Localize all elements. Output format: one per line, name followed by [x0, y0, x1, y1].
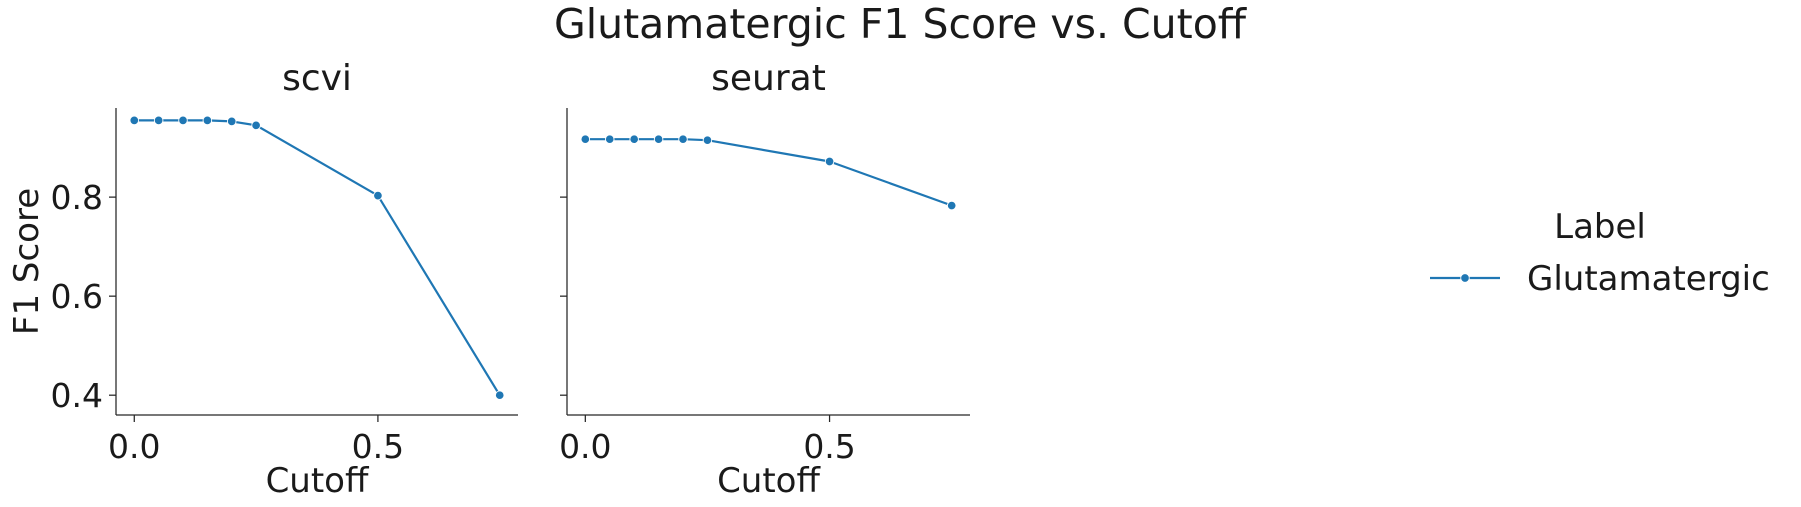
series-line: [134, 119, 501, 396]
y-tick-label: 0.6: [51, 277, 103, 316]
data-point: [678, 134, 688, 144]
data-point: [178, 115, 188, 126]
x-axis-label: Cutoff: [266, 461, 370, 501]
data-point: [153, 115, 164, 126]
data-point: [494, 390, 505, 400]
legend: Label Glutamatergic: [1430, 207, 1770, 299]
x-axis-label: Cutoff: [717, 461, 821, 501]
data-point: [604, 134, 615, 144]
series-line: [585, 138, 953, 207]
data-point: [653, 134, 664, 144]
panel-title: seurat: [711, 58, 826, 99]
x-tick-label: 0.5: [352, 427, 404, 466]
x-tick-label: 0.5: [803, 427, 855, 466]
data-point: [226, 116, 237, 127]
data-point: [946, 200, 957, 211]
data-point: [251, 120, 261, 131]
data-point: [580, 134, 591, 144]
panel-title: scvi: [282, 58, 352, 99]
data-point: [202, 115, 213, 126]
panel-1: scvi 0.0 0.5 0.4 0.6 0.8 Cutoff F1 Score: [7, 58, 518, 501]
legend-label: Glutamatergic: [1527, 259, 1770, 299]
x-tick-label: 0.0: [108, 427, 160, 466]
y-tick-label: 0.8: [51, 178, 103, 217]
legend-item: Glutamatergic: [1430, 259, 1770, 299]
y-axis-label: F1 Score: [7, 188, 47, 335]
data-point: [129, 115, 140, 126]
x-tick-label: 0.0: [559, 427, 611, 466]
data-point: [373, 190, 383, 201]
figure-title: Glutamatergic F1 Score vs. Cutoff: [554, 0, 1248, 48]
legend-title: Label: [1554, 207, 1646, 247]
data-point: [824, 156, 835, 167]
data-point: [702, 135, 713, 145]
legend-marker: [1460, 273, 1470, 283]
y-tick-label: 0.4: [51, 376, 103, 415]
chart-panels: scvi 0.0 0.5 0.4 0.6 0.8 Cutoff F1 Score seurat 0…: [7, 58, 970, 501]
data-point: [629, 134, 639, 144]
